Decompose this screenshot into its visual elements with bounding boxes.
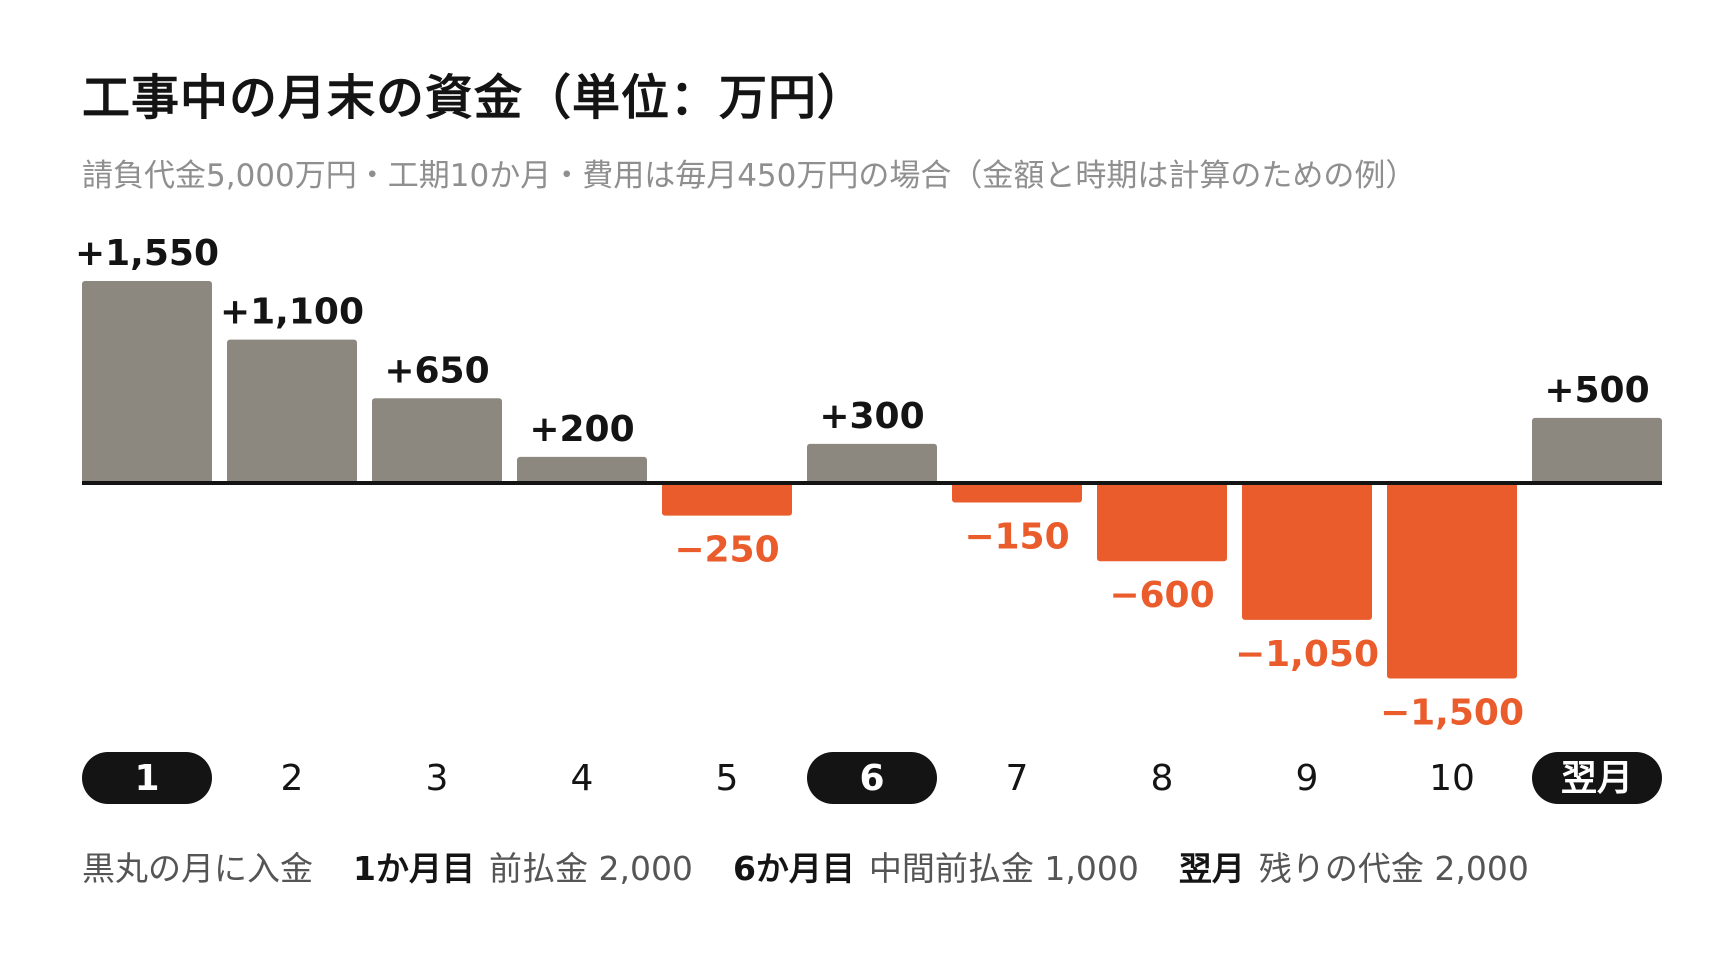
category-label-8: 8 <box>1151 758 1174 799</box>
legend-key-month-1: 1か月目 <box>353 849 475 888</box>
value-label-11: +500 <box>1544 370 1649 411</box>
category-label-5: 5 <box>716 758 739 799</box>
legend-intro: 黒丸の月に入金 <box>82 849 313 888</box>
category-label-7: 7 <box>1006 758 1029 799</box>
bar-3 <box>372 398 502 483</box>
value-label-4: +200 <box>529 409 634 450</box>
category-label-6: 6 <box>859 758 884 799</box>
value-label-5: −250 <box>674 530 779 571</box>
value-label-6: +300 <box>819 396 924 437</box>
chart-subtitle: 請負代金5,000万円・工期10か月・費用は毎月450万円の場合（金額と時期は計… <box>82 158 1417 194</box>
payment-legend: 黒丸の月に入金 1か月目 前払金 2,000 6か月目 中間前払金 1,000 … <box>82 842 1569 890</box>
bar-2 <box>227 339 357 483</box>
bar-11 <box>1532 417 1662 483</box>
value-label-9: −1,050 <box>1235 634 1379 675</box>
bar-6 <box>807 443 937 483</box>
legend-key-next-month: 翌月 <box>1178 849 1245 888</box>
value-label-8: −600 <box>1109 575 1214 616</box>
category-label-10: 10 <box>1429 758 1475 799</box>
bar-1 <box>82 281 212 483</box>
value-label-1: +1,550 <box>75 233 219 274</box>
legend-desc-month-1: 前払金 2,000 <box>488 849 693 888</box>
legend-key-month-6: 6か月目 <box>732 849 855 888</box>
bar-8 <box>1097 483 1227 562</box>
chart-title: 工事中の月末の資金（単位：万円） <box>82 70 867 126</box>
month-pill-6 <box>807 752 937 804</box>
bar-9 <box>1242 483 1372 620</box>
value-label-7: −150 <box>964 517 1069 558</box>
category-label-4: 4 <box>571 758 594 799</box>
legend-desc-month-6: 中間前払金 1,000 <box>868 849 1139 888</box>
legend-desc-next-month: 残りの代金 2,000 <box>1258 849 1529 888</box>
value-label-3: +650 <box>384 350 489 391</box>
bar-4 <box>517 456 647 483</box>
category-label-2: 2 <box>281 758 304 799</box>
bar-10 <box>1387 483 1517 679</box>
bar-chart: +1,550+1,100 +650 +200 −250 +300 −150 −600 −1,0… <box>75 233 1662 804</box>
category-label-1: 1 <box>134 758 159 799</box>
value-label-2: +1,100 <box>220 292 364 333</box>
category-label-11: 翌月 <box>1561 758 1633 799</box>
bar-5 <box>662 483 792 516</box>
month-pill-11 <box>1532 752 1662 804</box>
category-label-3: 3 <box>426 758 449 799</box>
value-label-10: −1,500 <box>1380 692 1524 733</box>
month-pill-1 <box>82 752 212 804</box>
category-label-9: 9 <box>1296 758 1319 799</box>
bar-7 <box>952 483 1082 503</box>
